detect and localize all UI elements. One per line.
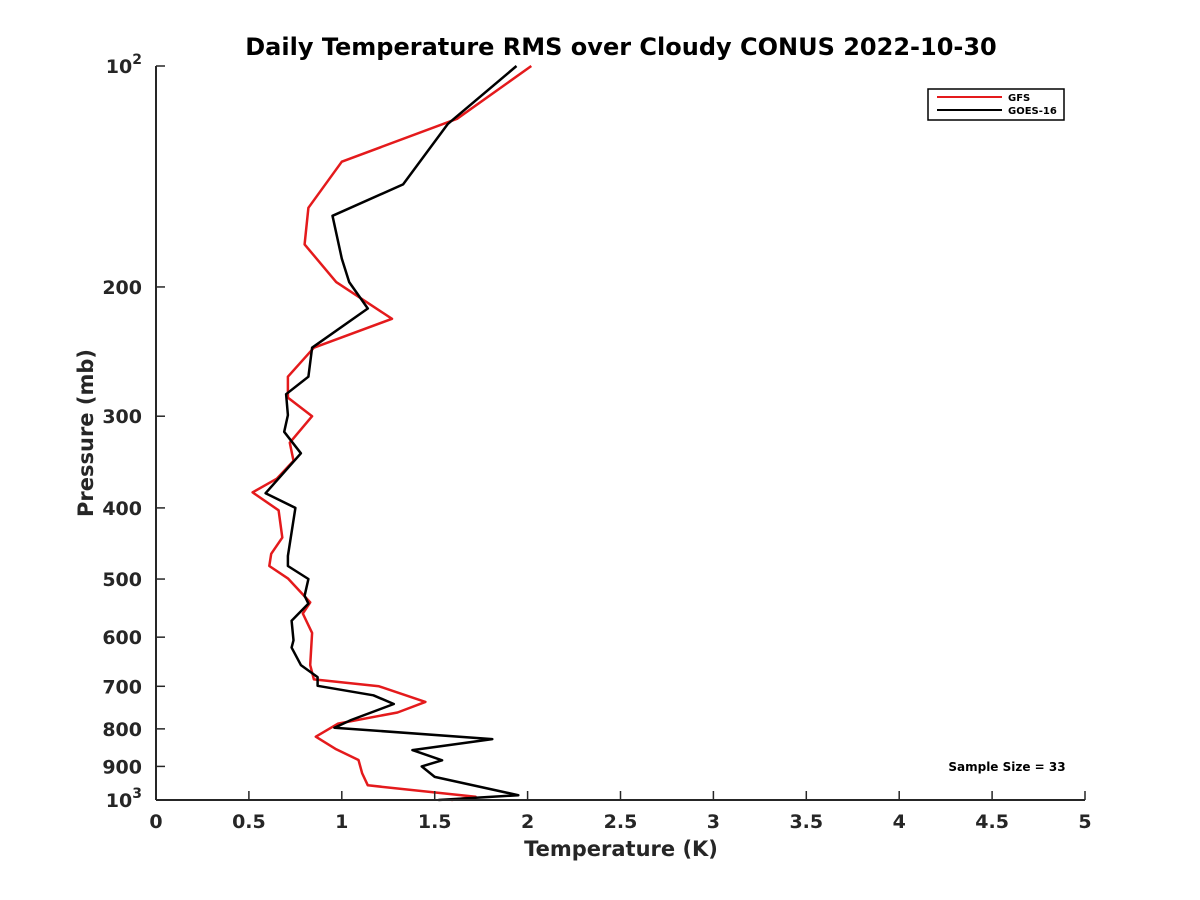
x-tick-label: 4	[893, 811, 906, 833]
x-tick-label: 2	[521, 811, 534, 833]
plot-area	[251, 64, 533, 802]
legend: GFS GOES-16	[927, 88, 1065, 121]
x-tick-label: 3	[707, 811, 720, 833]
x-tick-label: 0	[149, 811, 162, 833]
y-tick-label: 600	[102, 627, 142, 649]
x-tick-label: 1	[335, 811, 348, 833]
legend-label-goes16: GOES-16	[1008, 106, 1057, 117]
x-tick-label: 1.5	[418, 811, 452, 833]
x-axis-ticks: 0 0.5 1 1.5 2 2.5 3 3.5 4 4.5 5	[149, 791, 1092, 833]
x-tick-label: 0.5	[232, 811, 266, 833]
y-tick-label-base: 200	[102, 277, 142, 299]
y-tick-label-exponent: 2	[132, 52, 142, 68]
x-tick-label: 2.5	[604, 811, 638, 833]
y-axis-label: Pressure (mb)	[74, 349, 98, 517]
y-tick-label-base: 800	[102, 719, 142, 741]
y-tick-label: 400	[102, 498, 142, 520]
y-tick-label: 500	[102, 569, 142, 591]
y-tick-label-base: 300	[102, 406, 142, 428]
y-tick-label: 800	[102, 719, 142, 741]
y-tick-label: 300	[102, 406, 142, 428]
series-line-gfs	[251, 64, 533, 802]
x-axis-label: Temperature (K)	[524, 837, 718, 861]
sample-size-annotation: Sample Size = 33	[948, 760, 1065, 774]
y-tick-label-base: 10	[106, 56, 132, 78]
y-tick-label: 700	[102, 676, 142, 698]
x-tick-label: 5	[1078, 811, 1091, 833]
y-tick-label-base: 900	[102, 756, 142, 778]
x-tick-label: 3.5	[789, 811, 823, 833]
x-tick-label: 4.5	[975, 811, 1009, 833]
y-tick-label-base: 600	[102, 627, 142, 649]
y-tick-label: 102	[106, 52, 142, 78]
series-line-goes16	[264, 65, 520, 802]
y-tick-label: 103	[106, 786, 142, 812]
legend-label-gfs: GFS	[1008, 93, 1030, 104]
legend-box	[927, 88, 1065, 121]
y-tick-label-exponent: 3	[132, 786, 142, 802]
y-tick-label: 200	[102, 277, 142, 299]
y-tick-label-base: 700	[102, 676, 142, 698]
y-tick-label-base: 500	[102, 569, 142, 591]
y-tick-label-base: 10	[106, 790, 132, 812]
y-tick-label: 900	[102, 756, 142, 778]
chart-title: Daily Temperature RMS over Cloudy CONUS …	[245, 33, 997, 61]
y-tick-label-base: 400	[102, 498, 142, 520]
